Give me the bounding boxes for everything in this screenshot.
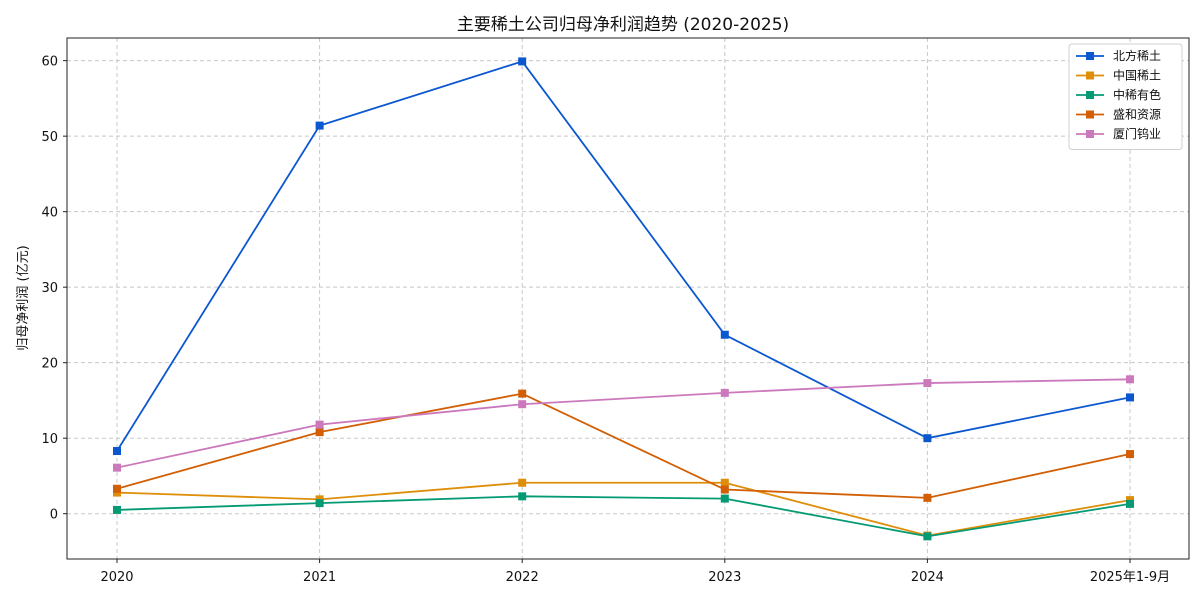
data-point (1126, 499, 1134, 508)
data-point (1126, 375, 1134, 384)
data-point (923, 379, 932, 388)
legend-swatch-marker (1086, 71, 1094, 80)
x-tick-label: 2025年1-9月 (1090, 570, 1170, 585)
series-1 (113, 478, 1134, 540)
series-0 (113, 57, 1134, 456)
y-tick-label: 30 (41, 281, 58, 296)
y-axis: 0 10 20 30 40 50 60 (41, 55, 67, 523)
data-point (923, 532, 932, 541)
data-point (720, 485, 729, 494)
data-point (720, 388, 729, 397)
series-line (116, 392, 1131, 499)
legend-label: 盛和资源 (1113, 107, 1161, 122)
y-tick-label: 10 (41, 432, 58, 447)
series-line (116, 60, 1131, 452)
series-3 (113, 389, 1134, 502)
x-tick-label: 2021 (303, 570, 336, 585)
data-point (923, 434, 932, 443)
data-point (518, 400, 527, 409)
legend-label: 中稀有色 (1113, 87, 1161, 102)
x-tick-label: 2022 (506, 570, 539, 585)
series-4 (113, 375, 1134, 472)
x-tick-label: 2024 (911, 570, 944, 585)
legend-label: 北方稀土 (1113, 48, 1161, 63)
legend-label: 厦门钨业 (1113, 126, 1161, 141)
data-point (518, 492, 527, 501)
grid (67, 38, 1189, 559)
data-point (518, 478, 527, 487)
legend-swatch-marker (1086, 91, 1094, 99)
series-layer (113, 57, 1134, 541)
data-point (113, 463, 121, 472)
legend-label: 中国稀土 (1113, 68, 1161, 83)
data-point (720, 330, 729, 339)
y-tick-label: 40 (41, 206, 58, 221)
data-point (315, 499, 324, 508)
series-line (116, 495, 1131, 538)
series-line (116, 378, 1131, 469)
data-point (315, 428, 324, 437)
x-tick-label: 2023 (708, 570, 741, 585)
data-point (923, 493, 932, 502)
data-point (720, 494, 729, 503)
data-point (1126, 393, 1134, 402)
data-point (1126, 450, 1134, 459)
data-point (720, 478, 729, 487)
legend-swatch-marker (1086, 130, 1094, 138)
legend-swatch-marker (1086, 52, 1094, 60)
y-axis-label: 归母净利润 (亿元) (16, 245, 31, 350)
y-tick-label: 0 (50, 508, 58, 523)
y-tick-label: 50 (41, 130, 58, 145)
legend-swatch-marker (1086, 110, 1094, 119)
data-point (518, 57, 527, 66)
data-point (113, 505, 121, 514)
data-point (315, 420, 324, 429)
series-line (116, 481, 1131, 537)
data-point (315, 121, 324, 130)
series-2 (113, 492, 1134, 541)
x-axis: 2020 2021 2022 2023 2024 2025年1-9月 (100, 559, 1170, 585)
data-point (518, 389, 527, 398)
data-point (113, 447, 121, 456)
data-point (113, 484, 121, 493)
legend-box (1068, 43, 1183, 150)
y-tick-label: 60 (41, 55, 58, 70)
plot-area (66, 37, 1190, 560)
y-tick-label: 20 (41, 357, 58, 372)
chart-title: 主要稀土公司归母净利润趋势 (2020-2025) (457, 15, 789, 35)
x-tick-label: 2020 (100, 570, 133, 585)
